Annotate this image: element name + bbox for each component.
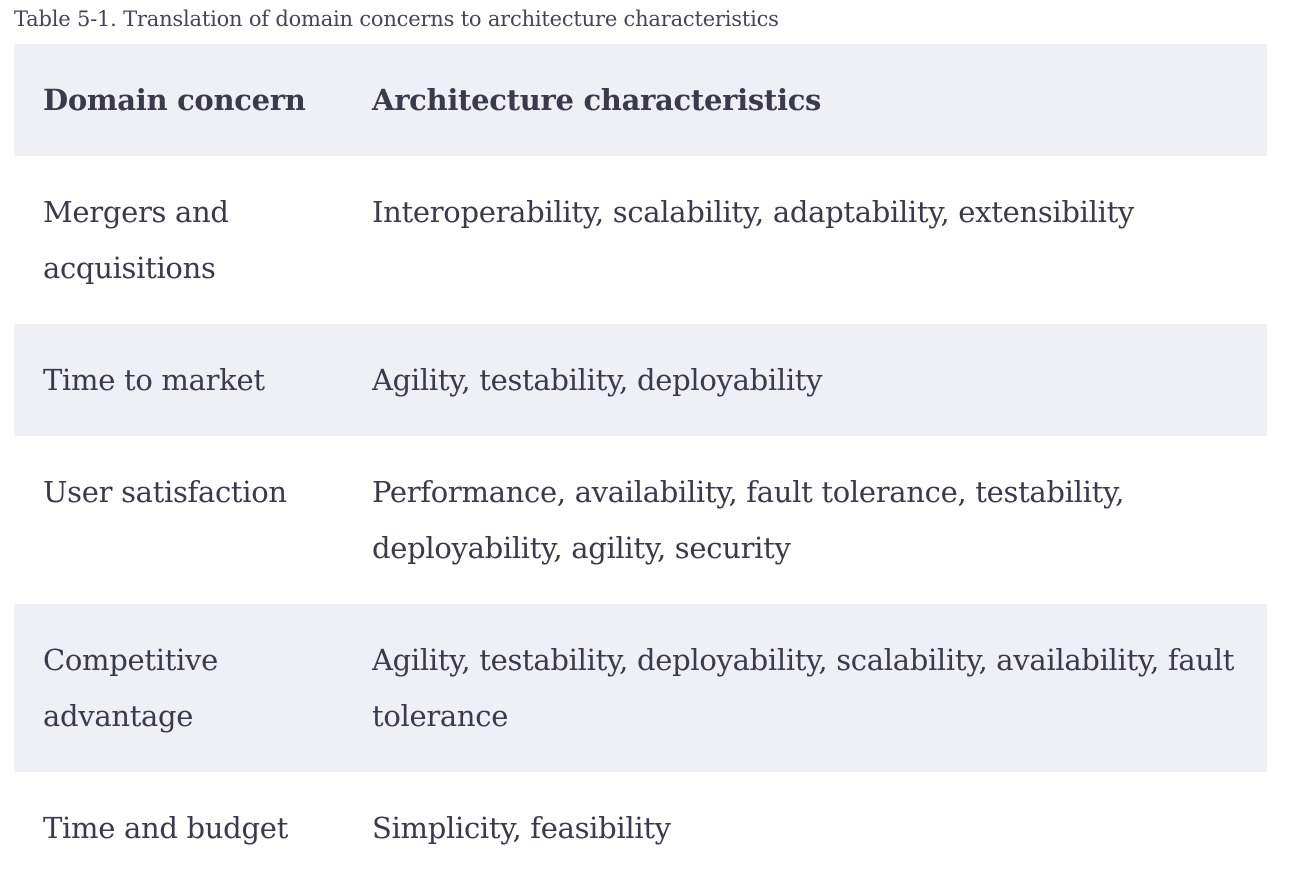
domain-concern-cell: Time and budget: [43, 811, 288, 845]
table-row: Time to market Agility, testability, dep…: [14, 324, 1267, 436]
architecture-characteristics-cell: Simplicity, feasibility: [372, 811, 671, 845]
table-row: Time and budget Simplicity, feasibility: [14, 772, 1267, 884]
column-header-domain-concern: Domain concern: [43, 83, 306, 117]
architecture-characteristics-cell: Agility, testability, deployability: [372, 363, 823, 397]
column-header-architecture-characteristics: Architecture characteristics: [372, 83, 822, 117]
architecture-characteristics-cell: Performance, availability, fault toleran…: [372, 475, 1125, 565]
architecture-characteristics-cell: Agility, testability, deployability, sca…: [372, 643, 1235, 733]
table-row: Competitive advantage Agility, testabili…: [14, 604, 1267, 772]
domain-concern-cell: User satisfaction: [43, 475, 287, 509]
table-caption: Table 5-1. Translation of domain concern…: [14, 7, 779, 31]
domain-concerns-table: Domain concern Architecture characterist…: [14, 44, 1267, 884]
domain-concern-cell: Mergers and acquisitions: [43, 195, 229, 285]
table-header-row: Domain concern Architecture characterist…: [14, 44, 1267, 156]
table-row: Mergers and acquisitions Interoperabilit…: [14, 156, 1267, 324]
table-row: User satisfaction Performance, availabil…: [14, 436, 1267, 604]
architecture-characteristics-cell: Interoperability, scalability, adaptabil…: [372, 195, 1135, 229]
domain-concern-cell: Time to market: [43, 363, 265, 397]
domain-concern-cell: Competitive advantage: [43, 643, 218, 733]
